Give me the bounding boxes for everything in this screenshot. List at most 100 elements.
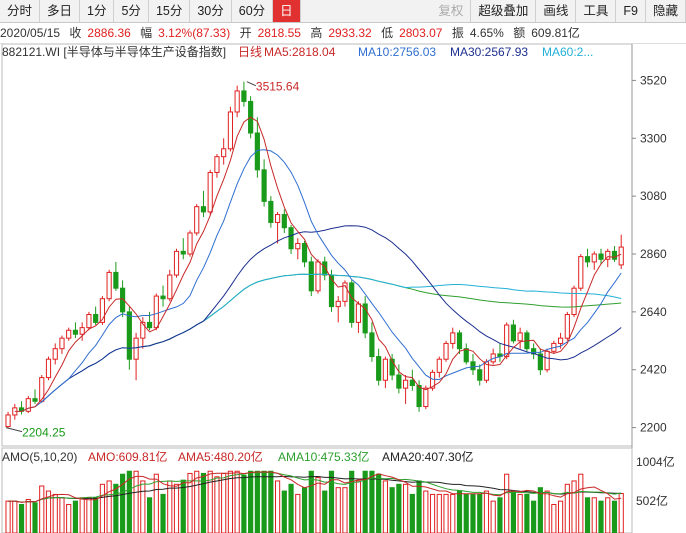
ama20-value: AMA20:407.30亿 [382,449,473,464]
volume-bar [531,500,537,533]
candles [5,81,624,428]
ma5-legend: MA5:2818.04 [264,45,336,59]
toolbar-btn-7[interactable]: 日 [273,0,301,22]
volume-bar [450,493,456,533]
candle-body [45,358,52,379]
candle-body [376,356,382,381]
candle-body [281,214,287,229]
ama5-line [8,471,622,503]
volume-bar [470,493,476,533]
volume-tick-mid: 502亿 [636,493,668,508]
candle-body [409,379,415,387]
volume-bar [59,497,65,533]
toolbar-btn-9[interactable]: 超级叠加 [471,0,537,22]
volume-bar [146,497,153,533]
candle-body [227,111,234,150]
candle-body [571,287,577,315]
amplitude-label: 振 [451,26,464,40]
candle-body [214,156,220,173]
volume-bar [248,470,254,533]
candle-body [221,148,227,158]
volume-bar [483,490,490,533]
close-value: 2886.36 [87,26,131,40]
change-label: 幅 [140,26,153,40]
toolbar-btn-11[interactable]: 工具 [576,0,617,22]
candle-body [349,282,355,323]
volume-bar [403,483,409,533]
amo-title: AMO(5,10,20) [2,450,77,464]
candle-body [113,271,119,289]
volume-bar [409,493,415,533]
candle-body [52,348,58,360]
open-label: 开 [239,26,252,40]
candle-body [25,398,31,412]
candle-body [194,206,200,234]
price-tick-label: 2420 [640,363,667,377]
volume-bar [288,483,294,533]
candle-body [450,332,456,344]
amplitude-value: 4.65% [469,26,504,40]
candle-body [584,256,591,263]
candlestick-chart: 882121.WI [半导体与半导体生产设备指数] 日线 MA5:2818.04 MA… [1,44,675,533]
candle-body [200,206,207,213]
volume-bar [443,493,449,533]
volume-bar [605,497,611,533]
ama5-value: AMA5:480.20亿 [178,449,263,464]
volume-bar [120,473,126,533]
volume-bar [221,472,227,533]
price-tick-label: 3300 [640,131,667,145]
volume-bar [578,473,584,533]
candle-body [564,313,570,339]
candle-body [342,282,348,302]
toolbar-btn-1[interactable]: 多日 [40,0,81,22]
period-toolbar: 分时 多日 1分 5分 15分 30分 60分日 复权 超级叠加 画线 工具 F9 隐藏 [0,0,686,23]
candle-body [477,369,483,381]
volume-bar [416,480,422,533]
ma10-line [21,149,622,412]
toolbar-btn-0[interactable]: 分时 [0,0,41,22]
candle-body [389,358,395,376]
volume-bar [355,480,362,533]
volume-bar [611,500,618,533]
price-tick-label: 3520 [640,73,667,87]
volume-bar [315,477,321,533]
volume-bar [308,470,314,533]
volume-bar [504,473,510,533]
candle-body [537,353,543,371]
volume-bar [342,487,348,533]
candle-body [173,250,180,276]
price-panel-frame [1,44,633,447]
toolbar-btn-2[interactable]: 1分 [80,0,115,22]
toolbar-btn-8[interactable]: 复权 [431,0,472,22]
toolbar-btn-3[interactable]: 5分 [114,0,149,22]
volume-bar [66,504,72,533]
candle-body [187,232,193,255]
volume-bar [463,493,469,533]
volume-bar [335,487,341,533]
candle-body [234,90,240,113]
toolbar-btn-13[interactable]: 隐藏 [646,0,686,22]
volume-bar [25,498,31,533]
toolbar-btn-10[interactable]: 画线 [536,0,577,22]
candle-body [66,329,72,339]
candle-body [79,327,85,335]
toolbar-btn-5[interactable]: 30分 [190,0,232,22]
candle-body [140,321,146,339]
toolbar-btn-6[interactable]: 60分 [232,0,274,22]
candle-body [557,337,564,344]
toolbar-btn-4[interactable]: 15分 [149,0,191,22]
candle-body [99,298,105,323]
toolbar-btn-12[interactable]: F9 [616,0,646,22]
volume-bar [45,490,52,533]
turnover-value: 609.81亿 [531,26,580,40]
candle-body [611,250,618,260]
volume-bar [571,480,577,533]
candle-body [504,324,510,358]
low-value: 2803.07 [399,26,443,40]
volume-bar [72,500,79,533]
high-value: 2933.32 [328,26,372,40]
candle-body [254,132,260,171]
candle-body [470,361,476,371]
volume-bar [557,500,564,533]
volume-bar [52,493,58,533]
